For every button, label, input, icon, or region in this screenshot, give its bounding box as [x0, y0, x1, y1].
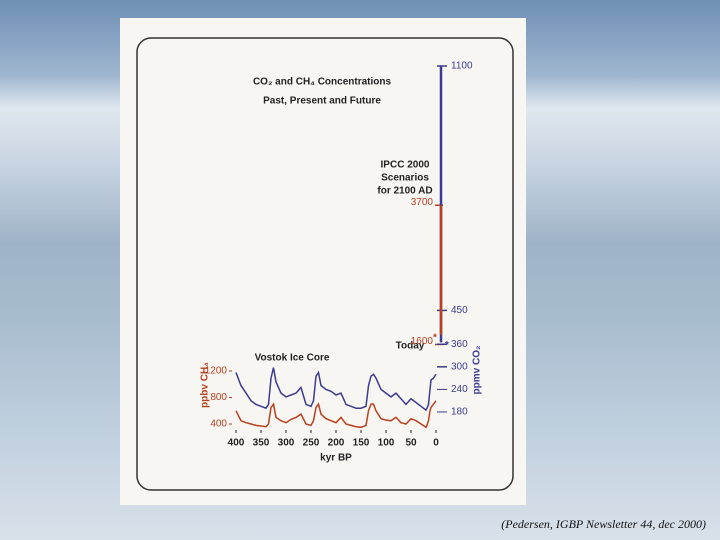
annotation: Scenarios: [381, 173, 429, 184]
chart-title: CO₂ and CH₄ Concentrations: [253, 77, 392, 88]
y2-tick-label: 240: [451, 384, 468, 395]
y-tick-label: 3700: [411, 197, 434, 208]
y-tick-label: 1200: [205, 366, 228, 377]
today-marker: *: [445, 340, 449, 351]
y2-tick-label: 300: [451, 361, 468, 372]
y2-tick-label: 360: [451, 339, 468, 350]
annotation: IPCC 2000: [381, 160, 430, 171]
x-tick-label: 150: [353, 438, 370, 449]
y-axis-label: ppbv CH₄: [200, 362, 211, 408]
chart-frame: [136, 37, 514, 491]
y2-tick-label: 1100: [451, 61, 473, 72]
y-tick-label: 1600: [411, 336, 434, 347]
x-tick-label: 250: [303, 438, 320, 449]
chart-card: [120, 18, 526, 505]
annotation: Today: [396, 341, 425, 352]
x-tick-label: 200: [328, 438, 345, 449]
citation: (Pedersen, IGBP Newsletter 44, dec 2000): [501, 517, 706, 531]
x-tick-label: 300: [278, 438, 295, 449]
x-axis-label: kyr BP: [320, 453, 352, 464]
y2-axis-label: ppmv CO₂: [472, 346, 483, 395]
series-line: [235, 367, 437, 412]
y2-tick-label: 180: [451, 407, 468, 418]
annotation: for 2100 AD: [377, 186, 432, 197]
y2-tick-label: 450: [451, 305, 468, 316]
chart-subtitle: Past, Present and Future: [263, 96, 381, 107]
y-tick-label: 800: [210, 392, 227, 403]
annotation: Vostok Ice Core: [255, 353, 330, 364]
x-tick-label: 0: [433, 438, 439, 449]
x-tick-label: 100: [378, 438, 395, 449]
today-marker: *: [433, 332, 437, 343]
x-tick-label: 50: [405, 438, 417, 449]
y-tick-label: 400: [210, 419, 227, 430]
x-tick-label: 350: [253, 438, 270, 449]
series-line: [235, 400, 437, 429]
x-tick-label: 400: [228, 438, 245, 449]
